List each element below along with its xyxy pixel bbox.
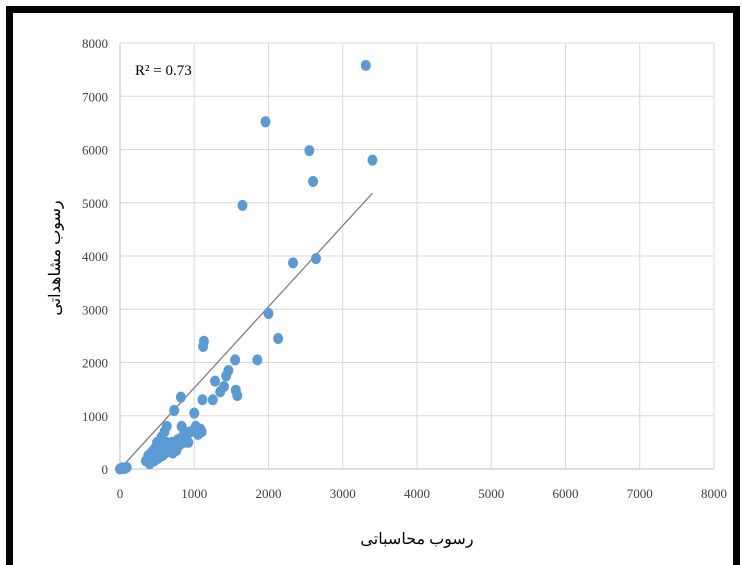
data-point bbox=[232, 390, 243, 402]
data-point bbox=[210, 375, 221, 387]
chart-labels: R² = 0.73 رسوب محاسباتی رسوب مشاهداتی bbox=[47, 63, 474, 548]
x-tick-label: 8000 bbox=[701, 486, 727, 501]
y-tick-label: 7000 bbox=[82, 89, 108, 104]
data-point bbox=[260, 116, 271, 128]
x-tick-label: 2000 bbox=[256, 486, 282, 501]
x-tick-label: 4000 bbox=[404, 486, 430, 501]
trendline-group bbox=[119, 192, 373, 470]
y-tick-label: 3000 bbox=[82, 302, 108, 317]
data-point bbox=[360, 59, 371, 71]
x-tick-label: 0 bbox=[117, 486, 124, 501]
data-point bbox=[207, 394, 218, 406]
y-tick-label: 2000 bbox=[82, 356, 108, 371]
y-axis-label: رسوب مشاهداتی bbox=[47, 200, 64, 315]
y-tick-label: 1000 bbox=[82, 409, 108, 424]
x-tick-label: 6000 bbox=[553, 486, 579, 501]
x-tick-label: 1000 bbox=[181, 486, 207, 501]
data-points bbox=[115, 59, 378, 475]
data-point bbox=[308, 175, 319, 187]
frame-border-top bbox=[6, 6, 738, 13]
data-point bbox=[198, 335, 209, 347]
axes bbox=[119, 43, 714, 470]
data-point bbox=[304, 145, 315, 157]
data-point bbox=[169, 404, 180, 416]
x-tick-label: 7000 bbox=[627, 486, 653, 501]
data-point bbox=[218, 380, 229, 392]
y-tick-label: 0 bbox=[102, 462, 109, 477]
data-point bbox=[252, 354, 263, 366]
data-point bbox=[223, 364, 234, 376]
data-point bbox=[196, 426, 207, 438]
y-tick-label: 4000 bbox=[82, 249, 108, 264]
x-tick-label: 3000 bbox=[330, 486, 356, 501]
trendline bbox=[119, 192, 373, 470]
r-squared-annotation: R² = 0.73 bbox=[135, 63, 192, 79]
data-point bbox=[175, 391, 186, 403]
data-point bbox=[273, 333, 284, 345]
gridlines bbox=[120, 42, 715, 469]
data-point bbox=[367, 154, 378, 166]
x-tick-label: 5000 bbox=[478, 486, 504, 501]
data-point bbox=[183, 436, 194, 448]
data-point bbox=[189, 407, 200, 419]
data-point bbox=[161, 420, 172, 432]
data-point bbox=[311, 253, 322, 265]
data-point bbox=[121, 461, 132, 473]
data-point bbox=[230, 354, 241, 366]
data-point bbox=[263, 308, 274, 320]
frame-border-left bbox=[6, 6, 13, 565]
y-tick-label: 5000 bbox=[82, 196, 108, 211]
data-point bbox=[197, 394, 208, 406]
x-axis-label: رسوب محاسباتی bbox=[360, 531, 473, 548]
y-tick-label: 8000 bbox=[82, 36, 108, 51]
data-point bbox=[288, 257, 299, 269]
frame-border-right bbox=[733, 6, 740, 565]
tick-labels: 0 1000 2000 3000 4000 5000 6000 7000 8000 0 1000 20… bbox=[82, 36, 727, 501]
data-point bbox=[237, 199, 248, 211]
y-tick-label: 6000 bbox=[82, 143, 108, 158]
